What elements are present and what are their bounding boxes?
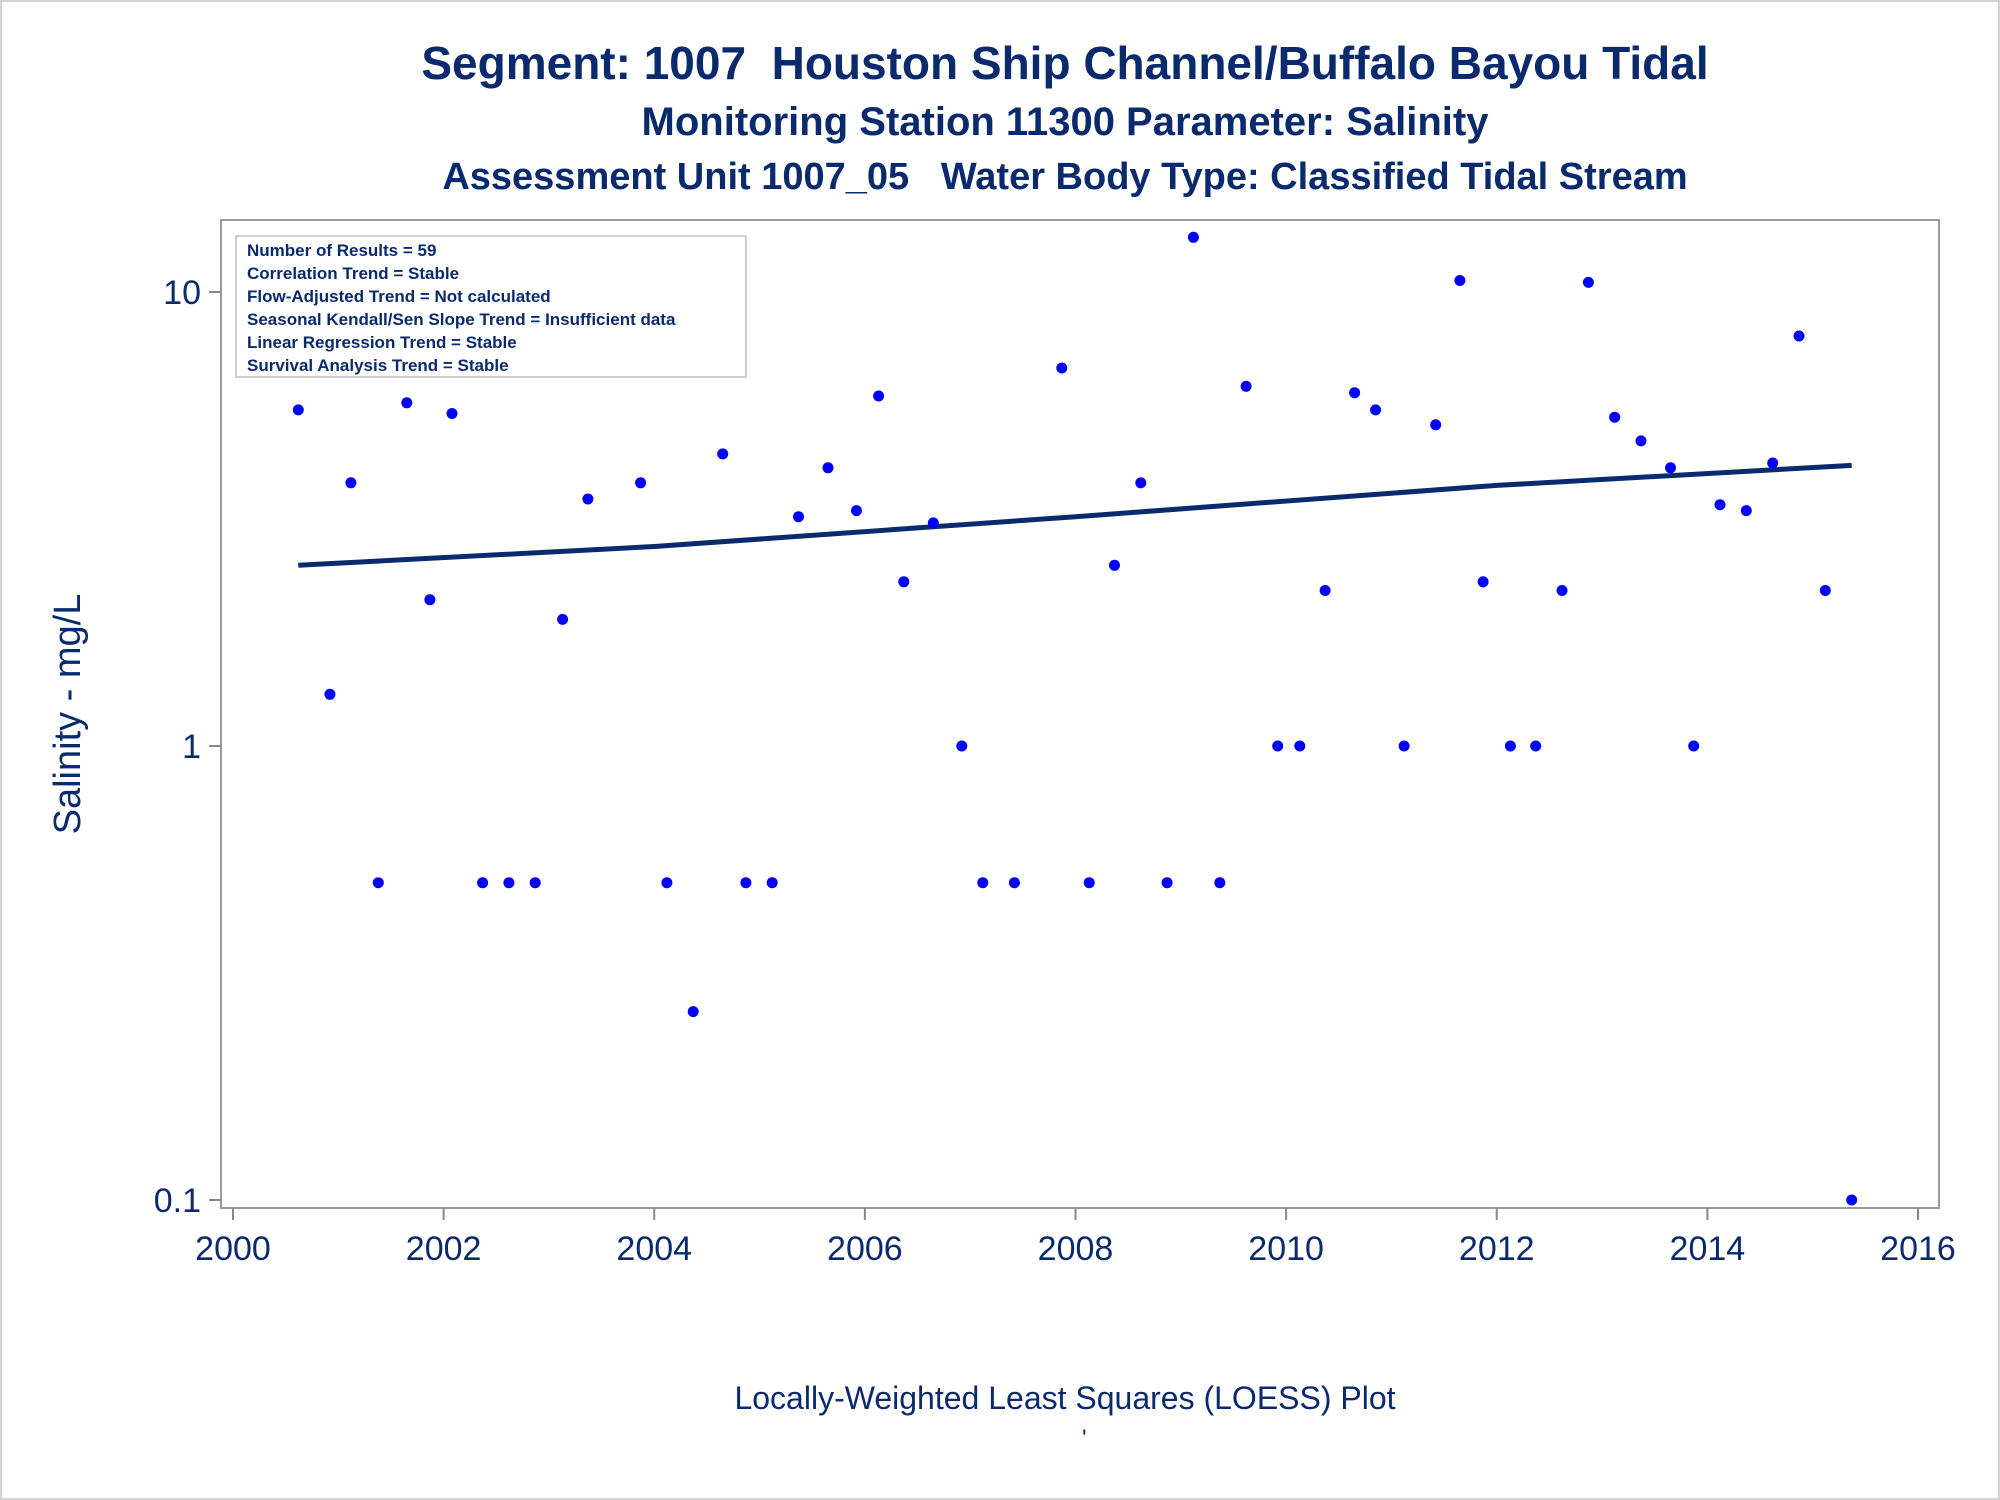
- data-point: [898, 576, 910, 588]
- data-point: [1056, 362, 1068, 374]
- y-tick-label: 0.1: [154, 1182, 201, 1220]
- data-point: [1240, 380, 1252, 392]
- data-point: [1504, 740, 1516, 752]
- data-point: [927, 517, 939, 529]
- data-point: [372, 877, 384, 889]
- trend-line-group: [298, 462, 1852, 568]
- data-point: [345, 477, 357, 489]
- data-point: [1135, 477, 1147, 489]
- data-point: [477, 877, 489, 889]
- y-tick-label: 10: [163, 274, 201, 312]
- data-point: [446, 408, 458, 419]
- y-axis-label: Salinity - mg/L: [47, 594, 89, 835]
- data-point: [292, 404, 304, 416]
- y-tick-label: 1: [182, 728, 201, 766]
- x-tick-label: 2002: [406, 1230, 482, 1268]
- data-point: [717, 448, 729, 460]
- data-point: [401, 397, 413, 409]
- legend-box: Number of Results = 59 Correlation Trend …: [235, 235, 747, 378]
- footnote-mark: ': [1082, 1425, 1087, 1452]
- data-point: [1083, 877, 1095, 889]
- data-point: [1688, 740, 1700, 752]
- data-point: [1430, 419, 1442, 431]
- plot-area: [220, 219, 1940, 1209]
- data-point: [1187, 231, 1199, 243]
- data-point: [1319, 585, 1331, 596]
- data-point: [822, 462, 834, 474]
- data-point: [1349, 387, 1361, 399]
- data-point: [1793, 330, 1805, 342]
- y-axis: 0.1 1 10: [154, 274, 221, 1220]
- data-point: [1846, 1194, 1858, 1206]
- data-point: [1635, 435, 1647, 447]
- legend-entry: Correlation Trend = Stable: [247, 264, 459, 283]
- data-point: [1477, 576, 1489, 588]
- legend-entry: Number of Results = 59: [247, 241, 436, 260]
- data-point: [503, 877, 515, 889]
- data-point: [1609, 411, 1621, 423]
- data-point: [687, 1006, 699, 1018]
- footnote: Locally-Weighted Least Squares (LOESS) P…: [734, 1380, 1396, 1416]
- x-tick-label: 2000: [195, 1230, 271, 1268]
- x-tick-label: 2016: [1880, 1230, 1956, 1268]
- data-point: [1740, 505, 1752, 517]
- x-tick-label: 2006: [827, 1230, 903, 1268]
- data-point: [1272, 740, 1284, 752]
- legend-entry: Survival Analysis Trend = Stable: [247, 356, 509, 375]
- data-point: [1819, 585, 1831, 596]
- data-point: [793, 511, 804, 523]
- data-point: [557, 613, 569, 625]
- data-point: [1370, 404, 1382, 416]
- x-tick-label: 2008: [1038, 1230, 1114, 1268]
- data-point: [1008, 877, 1020, 889]
- data-point: [1294, 740, 1306, 752]
- trend-line: [298, 462, 1852, 568]
- data-point: [851, 505, 862, 517]
- data-point: [1398, 740, 1410, 752]
- data-points: [292, 231, 1858, 1206]
- data-point: [424, 594, 436, 606]
- chart-subtitle: Monitoring Station 11300 Parameter: Sali…: [641, 100, 1489, 144]
- data-point: [1714, 499, 1726, 511]
- data-point: [1665, 462, 1676, 474]
- data-point: [324, 688, 336, 700]
- data-point: [1556, 585, 1568, 596]
- x-tick-label: 2014: [1670, 1230, 1746, 1268]
- data-point: [529, 877, 541, 889]
- data-point: [1454, 275, 1466, 286]
- x-axis: 2000 2002 2004 2006 2008 2010 2012 2014 2016: [195, 1208, 1956, 1268]
- data-point: [1530, 740, 1542, 752]
- data-point: [635, 477, 647, 489]
- legend-entry: Flow-Adjusted Trend = Not calculated: [247, 287, 551, 306]
- data-point: [766, 877, 778, 889]
- chart-title: Segment: 1007 Houston Ship Channel/Buffa…: [421, 37, 1709, 89]
- data-point: [661, 877, 673, 889]
- data-point: [873, 390, 885, 402]
- x-tick-label: 2004: [616, 1230, 692, 1268]
- legend-border: [235, 235, 747, 378]
- data-point: [582, 493, 594, 505]
- data-point: [1214, 877, 1226, 889]
- data-point: [1109, 559, 1120, 571]
- chart-subtitle-2: Assessment Unit 1007_05 Water Body Type:…: [442, 156, 1688, 198]
- x-tick-label: 2012: [1459, 1230, 1535, 1268]
- data-point: [740, 877, 752, 889]
- data-point: [956, 740, 968, 752]
- data-point: [977, 877, 989, 889]
- data-point: [1161, 877, 1173, 889]
- x-tick-label: 2010: [1248, 1230, 1324, 1268]
- legend-entry: Linear Regression Trend = Stable: [247, 333, 517, 352]
- data-point: [1767, 457, 1779, 469]
- data-point: [1582, 276, 1594, 288]
- legend-entry: Seasonal Kendall/Sen Slope Trend = Insuf…: [247, 310, 676, 329]
